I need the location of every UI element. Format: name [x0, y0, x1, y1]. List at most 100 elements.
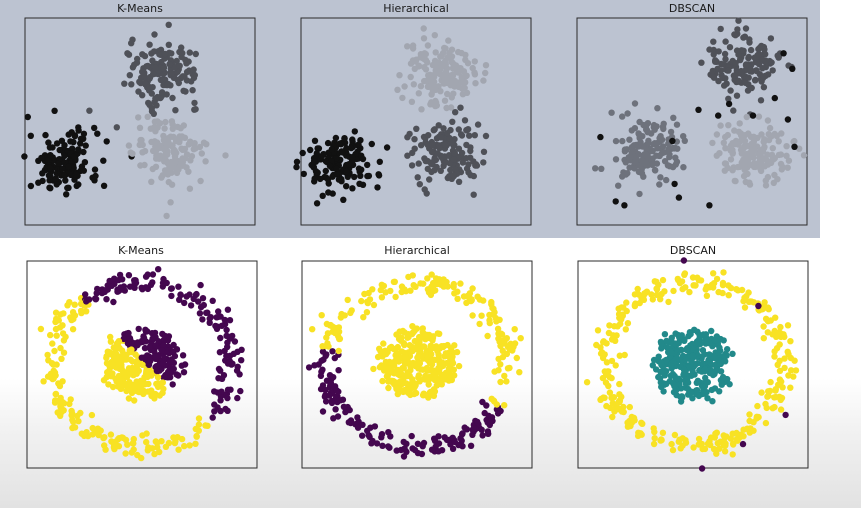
- data-point: [197, 177, 204, 185]
- data-point: [398, 283, 406, 290]
- data-point: [382, 289, 389, 296]
- data-point: [464, 60, 472, 67]
- data-point: [598, 165, 605, 172]
- data-point: [418, 142, 425, 149]
- data-point: [437, 88, 444, 95]
- data-point: [657, 379, 664, 386]
- data-point: [442, 159, 450, 166]
- data-point: [494, 325, 502, 332]
- data-point: [612, 137, 620, 145]
- data-point: [224, 394, 231, 402]
- data-point: [380, 340, 387, 347]
- data-point: [311, 362, 318, 369]
- data-point: [753, 413, 761, 420]
- data-point: [351, 173, 358, 181]
- data-point: [773, 333, 780, 340]
- data-point: [143, 328, 151, 335]
- data-point: [749, 152, 756, 160]
- data-point: [342, 168, 350, 175]
- data-point: [226, 317, 234, 324]
- data-point: [428, 72, 435, 80]
- data-point: [775, 53, 783, 60]
- data-point: [592, 165, 599, 172]
- data-point: [731, 177, 738, 185]
- data-point: [665, 298, 672, 306]
- data-point: [328, 399, 336, 407]
- data-point: [424, 141, 431, 148]
- data-point: [220, 372, 228, 379]
- data-point: [619, 137, 626, 145]
- data-point: [446, 353, 454, 360]
- data-point: [365, 172, 373, 180]
- data-point: [721, 50, 729, 58]
- data-point: [68, 316, 75, 324]
- data-point: [718, 60, 725, 68]
- data-point: [192, 440, 199, 447]
- data-point: [594, 327, 602, 334]
- data-point: [103, 138, 110, 145]
- data-point: [616, 314, 623, 322]
- data-point: [140, 72, 148, 79]
- data-point: [125, 272, 133, 279]
- data-point: [139, 141, 146, 149]
- data-point: [721, 352, 728, 359]
- data-point: [748, 140, 755, 148]
- data-point: [71, 301, 78, 308]
- data-point: [83, 429, 90, 436]
- data-point: [333, 170, 341, 177]
- data-point: [183, 293, 190, 300]
- data-point: [709, 67, 716, 75]
- data-point: [66, 400, 73, 408]
- data-point: [461, 424, 468, 431]
- data-point: [393, 447, 400, 454]
- data-point: [637, 139, 644, 146]
- data-point: [458, 74, 465, 81]
- data-point: [409, 347, 416, 355]
- data-point: [621, 351, 628, 359]
- scatter-points: [21, 21, 229, 220]
- data-point: [455, 126, 462, 133]
- data-point: [463, 299, 470, 307]
- data-point: [51, 107, 58, 115]
- data-point: [457, 280, 464, 287]
- data-point: [195, 298, 202, 305]
- data-point: [622, 326, 629, 333]
- data-point: [725, 292, 732, 299]
- data-point: [57, 402, 64, 410]
- data-point: [424, 77, 431, 84]
- data-point: [635, 291, 642, 298]
- data-point: [68, 410, 76, 417]
- data-point: [733, 92, 741, 99]
- data-point: [190, 66, 197, 73]
- data-point: [751, 146, 758, 153]
- data-point: [62, 177, 69, 184]
- data-point: [636, 190, 643, 198]
- data-point: [154, 374, 162, 381]
- data-point: [58, 355, 65, 362]
- data-point: [383, 144, 391, 151]
- data-point: [699, 445, 706, 453]
- data-point: [113, 124, 121, 131]
- data-point: [450, 172, 457, 179]
- scatter-points: [37, 266, 245, 462]
- data-point: [693, 387, 701, 394]
- data-point: [509, 347, 516, 354]
- data-point: [385, 443, 392, 450]
- data-point: [88, 411, 96, 419]
- data-point: [605, 329, 613, 337]
- data-point: [141, 344, 149, 352]
- data-point: [749, 112, 757, 119]
- data-point: [723, 433, 730, 440]
- data-point: [448, 53, 456, 60]
- data-point: [161, 50, 169, 58]
- data-point: [703, 292, 711, 299]
- data-point: [709, 398, 716, 405]
- data-point: [141, 161, 148, 169]
- data-point: [764, 304, 772, 311]
- data-point: [762, 177, 769, 184]
- data-point: [499, 347, 506, 354]
- data-point: [623, 146, 630, 153]
- data-point: [131, 397, 138, 404]
- data-point: [69, 309, 77, 316]
- data-point: [318, 152, 326, 160]
